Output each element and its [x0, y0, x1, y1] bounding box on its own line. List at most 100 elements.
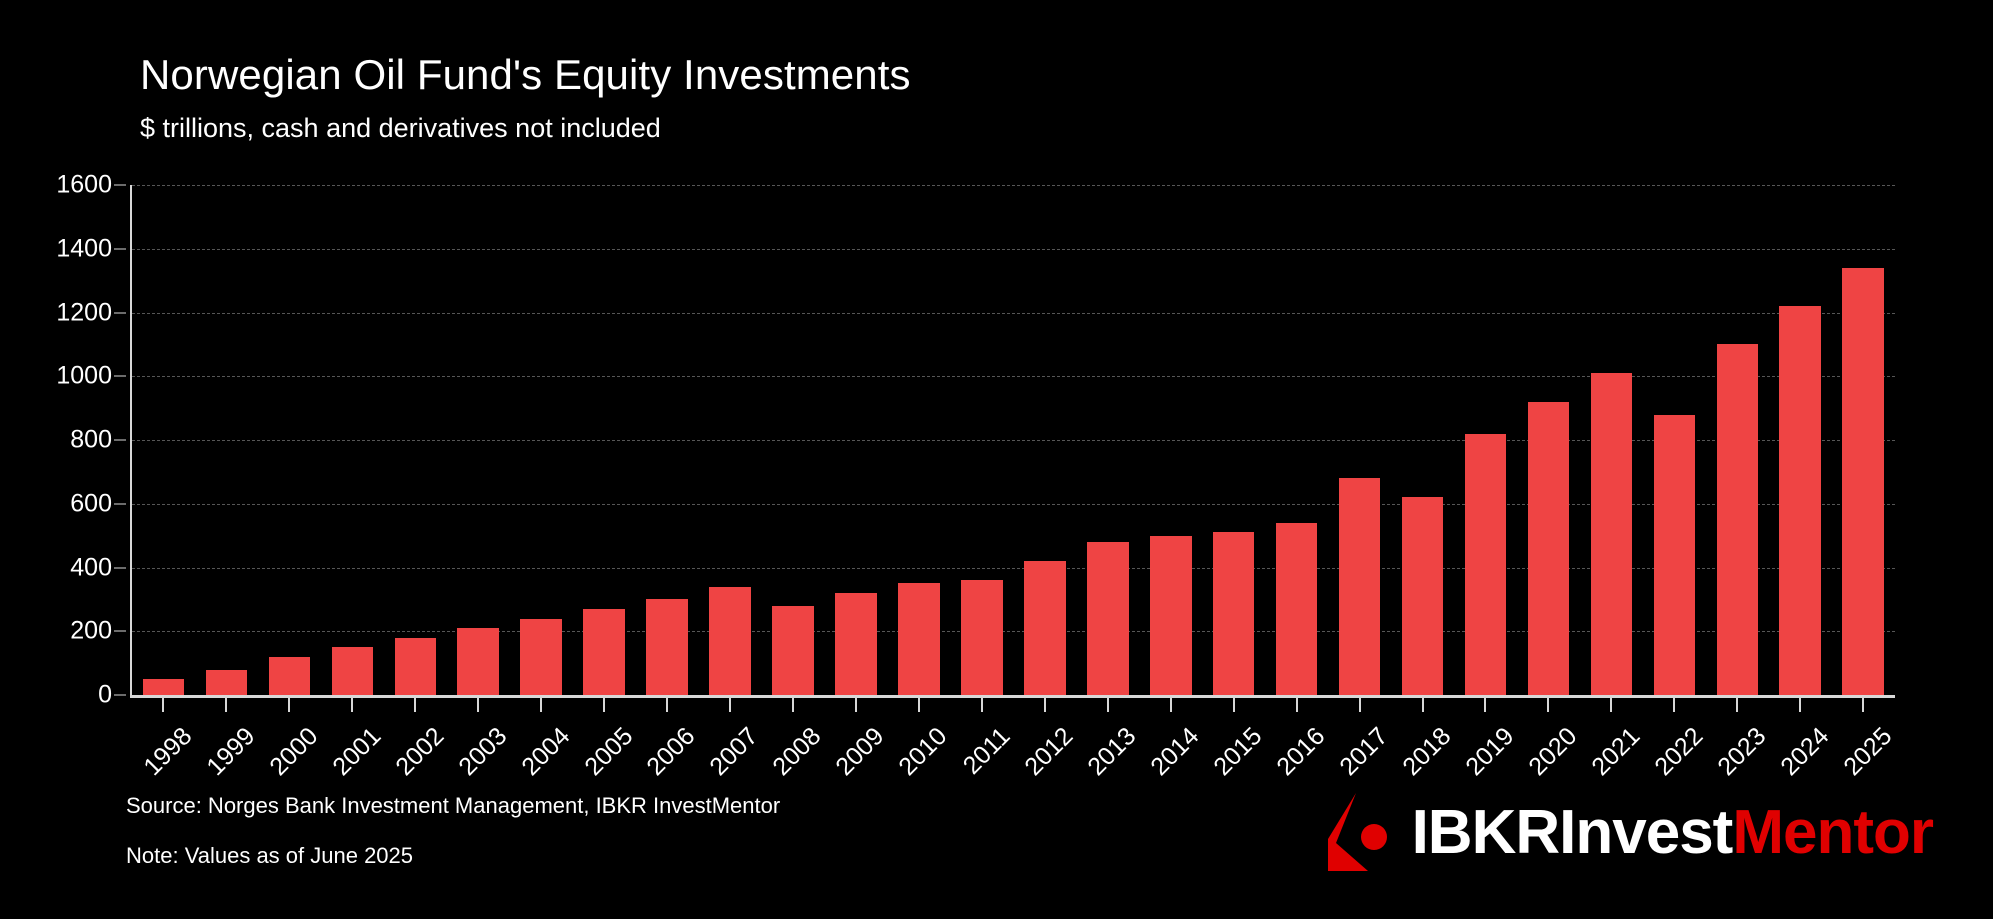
gridline: [132, 631, 1895, 633]
x-tick-slot: [510, 698, 573, 718]
footnotes: Source: Norges Bank Investment Managemen…: [126, 795, 780, 867]
x-tick-mark: [351, 698, 354, 712]
x-tick-slot: [1454, 698, 1517, 718]
bar: [1275, 522, 1318, 695]
bar: [457, 628, 500, 695]
y-tick-label: 1600: [56, 170, 112, 199]
logo-ibkr-text: IBKR: [1411, 798, 1561, 867]
x-tick-label: 2009: [830, 722, 890, 782]
x-tick-mark: [603, 698, 606, 712]
bar: [1024, 561, 1066, 695]
x-tick-label: 2002: [389, 722, 450, 782]
x-tick-mark: [1421, 698, 1424, 712]
x-tick-slot: [1202, 698, 1265, 718]
x-tick-label: 2001: [327, 722, 387, 782]
x-label-slot: 2010: [887, 718, 953, 808]
bar-slot: [384, 185, 447, 695]
x-tick-mark: [729, 698, 732, 712]
bar-slot: [1076, 185, 1139, 695]
bar-slot: [636, 185, 699, 695]
x-tick-label: 2014: [1145, 722, 1205, 782]
x-tick-label: 2021: [1586, 722, 1646, 782]
x-tick-label: 2022: [1649, 722, 1709, 782]
ibkr-logo-mark-icon: [1318, 793, 1390, 873]
bar-slot: [1517, 185, 1580, 695]
x-tick-label: 2005: [578, 722, 638, 782]
bar-slot: [699, 185, 762, 695]
x-axis-line: [130, 695, 1895, 698]
x-tick-slot: [699, 698, 762, 718]
x-tick-mark: [980, 698, 983, 712]
y-tick-label: 400: [70, 553, 112, 581]
bar-slot: [1643, 185, 1706, 695]
bar-slot: [573, 185, 636, 695]
bar-slot: [510, 185, 573, 695]
bar-series: [132, 185, 1895, 695]
chart-header: Norwegian Oil Fund's Equity Investments …: [140, 51, 911, 144]
x-tick-label: 2020: [1523, 722, 1583, 782]
y-tick-label: 200: [70, 616, 112, 645]
bar-slot: [1202, 185, 1265, 695]
y-tick-mark: [114, 567, 126, 568]
bar: [1464, 433, 1507, 695]
y-tick-mark: [114, 630, 126, 632]
x-tick-slot: [321, 698, 384, 718]
x-tick-mark: [1295, 698, 1298, 712]
bar: [1653, 414, 1696, 695]
x-label-slot: 2014: [1139, 718, 1205, 808]
x-tick-slot: [1265, 698, 1328, 718]
x-tick-mark: [414, 698, 417, 712]
bar-slot: [1391, 185, 1454, 695]
logo-mentor-text: Mentor: [1732, 798, 1934, 867]
gridline: [132, 185, 1895, 186]
bar-slot: [1706, 185, 1769, 695]
x-tick-mark: [540, 698, 543, 712]
bar-slot: [824, 185, 887, 695]
bar-slot: [762, 185, 825, 695]
bar: [1338, 478, 1381, 695]
ibkr-investmentor-logo: IBKR Invest Mentor: [1318, 790, 1934, 876]
x-tick-mark: [1736, 698, 1739, 712]
x-tick-slot: [762, 698, 825, 718]
bar-slot: [1580, 185, 1643, 695]
gridlines: [132, 185, 1895, 695]
x-tick-label: 2006: [641, 722, 701, 782]
bar: [268, 656, 311, 695]
x-tick-mark: [792, 698, 794, 712]
x-tick-mark: [1862, 698, 1865, 712]
gridline: [132, 312, 1895, 314]
bar: [520, 618, 562, 695]
x-tick-mark: [1358, 698, 1361, 712]
x-tick-label: 2024: [1774, 722, 1835, 782]
y-tick-mark: [114, 503, 126, 505]
bar-slot: [258, 185, 321, 695]
x-tick-label: 1999: [201, 722, 261, 782]
x-tick-mark: [1169, 698, 1172, 712]
x-tick-mark: [854, 698, 857, 712]
x-tick-mark: [1043, 698, 1046, 712]
bar: [394, 637, 437, 695]
x-tick-slot: [1832, 698, 1895, 718]
x-tick-mark: [1232, 698, 1235, 712]
bar: [835, 593, 877, 695]
y-axis: 0 200 400 600 800 1000 1200 1400 1600: [0, 171, 130, 709]
x-tick-mark: [666, 698, 669, 712]
x-tick-slot: [132, 698, 195, 718]
x-tick-slot: [447, 698, 510, 718]
x-label-slot: 2011: [950, 718, 1016, 808]
gridline: [132, 567, 1895, 569]
x-label-slot: 2013: [1076, 718, 1142, 808]
chart-title: Norwegian Oil Fund's Equity Investments: [140, 51, 911, 98]
gridline: [132, 503, 1895, 505]
chart-subtitle: $ trillions, cash and derivatives not in…: [140, 113, 661, 144]
bar: [1716, 344, 1759, 695]
gridline: [132, 376, 1895, 378]
y-tick-mark: [114, 184, 126, 186]
bar: [331, 647, 374, 695]
y-tick-label: 800: [70, 425, 112, 454]
x-tick-label: 2025: [1837, 722, 1898, 782]
x-tick-label: 2013: [1082, 722, 1142, 782]
x-tick-mark: [1673, 698, 1676, 712]
x-tick-mark: [1799, 698, 1802, 712]
gridline: [132, 440, 1895, 441]
